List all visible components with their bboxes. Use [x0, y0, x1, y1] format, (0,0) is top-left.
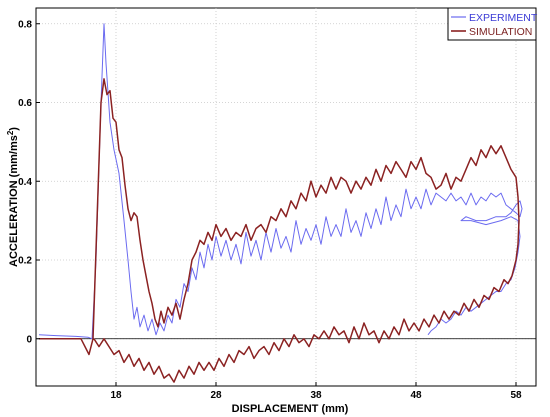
y-tick-label-0: 0 [26, 334, 32, 345]
series-line-experiment [38, 23, 523, 340]
y-axis-title-superscript: 2 [6, 130, 15, 135]
legend: EXPERIMENT SIMULATION [447, 7, 538, 41]
y-tick-label-1: 0.2 [18, 256, 32, 267]
series-layer [38, 23, 523, 383]
y-axis-title: ACCELERATION (mm/ms2) [6, 127, 21, 267]
x-tick-label-4: 58 [510, 390, 522, 401]
y-axis-title-main: ACCELERATION (mm/ms [8, 135, 20, 267]
x-tick-label-1: 28 [210, 390, 222, 401]
x-tick-label-0: 18 [110, 390, 122, 401]
x-axis-ticks: 18 28 38 48 58 [110, 382, 522, 401]
y-axis-title-close: ) [8, 127, 20, 131]
y-tick-label-3: 0.6 [18, 98, 32, 109]
x-tick-label-3: 48 [410, 390, 422, 401]
legend-label-simulation: SIMULATION [469, 26, 532, 38]
x-axis-title: DISPLACEMENT (mm) [232, 403, 349, 415]
y-axis-ticks: 0 0.2 0.4 0.6 0.8 [18, 19, 40, 345]
series-line-simulation [39, 78, 520, 383]
legend-label-experiment: EXPERIMENT [469, 12, 538, 24]
plot-area [35, 7, 537, 387]
y-tick-label-4: 0.8 [18, 19, 32, 30]
x-tick-label-2: 38 [310, 390, 322, 401]
legend-box [447, 7, 537, 41]
y-tick-label-2: 0.4 [18, 177, 32, 188]
